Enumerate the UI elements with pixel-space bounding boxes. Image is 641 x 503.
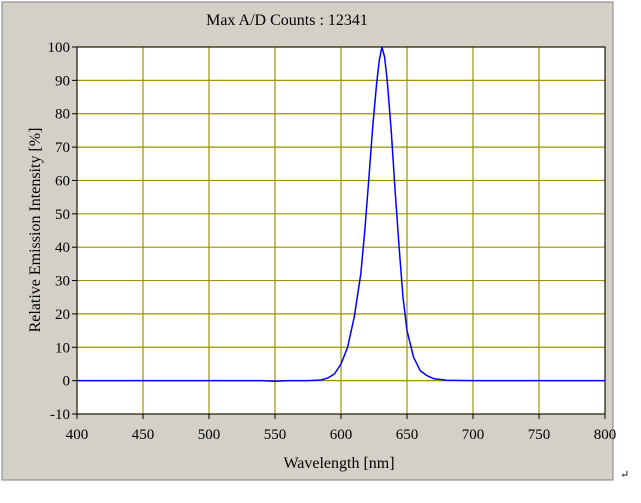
chart-title: Max A/D Counts : 12341 (206, 12, 368, 29)
y-tick-label: 60 (55, 173, 70, 189)
x-tick-label: 450 (132, 427, 155, 443)
y-tick-label: 90 (55, 73, 70, 89)
spectrum-line (77, 46, 605, 383)
x-tick-label: 500 (198, 427, 221, 443)
y-tick-label: 50 (55, 207, 70, 223)
x-tick-label: 650 (396, 427, 419, 443)
y-tick-label: 30 (55, 274, 70, 290)
y-tick-label: 0 (63, 374, 71, 390)
y-tick-label: 80 (55, 107, 70, 123)
x-tick-label: 800 (594, 427, 617, 443)
axes: 400 450 500 550 600 650 700 750 800 -10 0 10 20 30 40 5… (48, 40, 617, 443)
corner-mark: ↵ (620, 469, 629, 481)
y-tick-label: 70 (55, 140, 70, 156)
x-tick-label: 400 (66, 427, 89, 443)
x-tick-label: 600 (330, 427, 353, 443)
y-tick-label: -10 (50, 407, 70, 423)
y-tick-label: 10 (55, 340, 70, 356)
x-axis-label: Wavelength [nm] (283, 455, 394, 472)
x-tick-label: 700 (462, 427, 485, 443)
grid (76, 46, 606, 415)
x-tick-label: 750 (528, 427, 551, 443)
y-tick-label: 40 (55, 240, 70, 256)
y-tick-label: 100 (48, 40, 71, 56)
x-tick-label: 550 (264, 427, 287, 443)
data-layer (77, 46, 605, 383)
y-axis-label: Relative Emission Intensity [%] (27, 128, 44, 333)
y-tick-label: 20 (55, 307, 70, 323)
